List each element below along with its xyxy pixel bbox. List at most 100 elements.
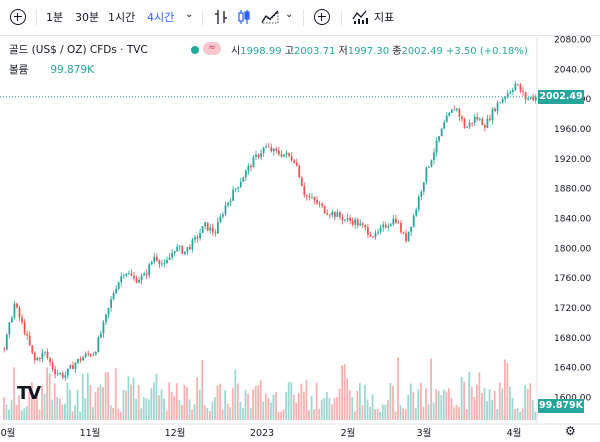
- volume-bar: [175, 383, 178, 420]
- candle-body: [369, 234, 372, 237]
- market-status-dot[interactable]: [191, 46, 199, 54]
- toolbar-divider: [303, 10, 304, 26]
- candle-body: [491, 108, 494, 121]
- volume-bar: [112, 407, 115, 420]
- candle-body: [344, 219, 346, 221]
- candle-body: [229, 200, 232, 203]
- volume-bar: [117, 408, 120, 420]
- volume-bar: [386, 400, 389, 420]
- volume-legend: 볼륨 99.879K: [9, 62, 94, 77]
- candle-body: [331, 211, 334, 216]
- chevron-down-icon[interactable]: ⌄: [285, 9, 294, 20]
- candle-body: [379, 227, 382, 232]
- volume-bar: [414, 408, 417, 420]
- candle-body: [333, 211, 336, 217]
- volume-bar: [262, 401, 265, 420]
- candle-body: [328, 214, 331, 216]
- volume-bar: [328, 398, 331, 420]
- volume-bar: [193, 404, 196, 420]
- candle-body: [534, 97, 537, 101]
- candle-body: [283, 154, 285, 157]
- candle-body: [272, 148, 275, 152]
- volume-bar: [183, 384, 186, 420]
- candle-body: [260, 153, 262, 157]
- volume-bar: [320, 399, 323, 420]
- candle-body: [400, 222, 402, 233]
- interval-4h-button[interactable]: 4시간: [147, 11, 175, 24]
- volume-bar: [242, 408, 244, 420]
- volume-bar: [481, 392, 483, 420]
- candle-body: [82, 357, 84, 361]
- volume-bar: [43, 393, 46, 420]
- add-symbol-icon[interactable]: [10, 9, 26, 25]
- toolbar-divider: [341, 10, 342, 26]
- volume-bar: [33, 395, 36, 420]
- chevron-down-icon[interactable]: ⌄: [185, 9, 194, 20]
- candle-body: [384, 224, 387, 228]
- volume-bar: [249, 407, 252, 420]
- volume-bar: [196, 377, 199, 420]
- volume-bar: [381, 404, 384, 420]
- volume-bar: [64, 403, 66, 420]
- volume-bar: [412, 392, 415, 420]
- gear-icon[interactable]: ⚙: [565, 424, 576, 438]
- candle-body: [181, 246, 184, 254]
- area-chart-icon[interactable]: [261, 10, 279, 24]
- compare-plus-icon[interactable]: [314, 9, 330, 25]
- candle-body: [270, 147, 273, 152]
- time-tick-label: 12월: [165, 427, 186, 439]
- volume-bar: [308, 410, 310, 420]
- candle-body: [316, 200, 318, 204]
- interval-1h-button[interactable]: 1시간: [108, 11, 136, 24]
- candle-body: [100, 333, 102, 338]
- volume-bar: [404, 409, 407, 420]
- candle-body: [262, 147, 265, 154]
- bar-chart-icon[interactable]: [214, 9, 228, 25]
- volume-bar: [142, 397, 145, 420]
- candle-body: [219, 216, 222, 222]
- candle-body: [529, 97, 532, 99]
- symbol-title[interactable]: 골드 (US$ / OZ) CFDs · TVC: [9, 44, 148, 56]
- candle-body: [186, 247, 189, 252]
- price-tick-label: 1960.00: [554, 125, 591, 135]
- candle-body: [125, 273, 128, 276]
- volume-bar: [359, 383, 361, 420]
- volume-bar: [448, 388, 450, 420]
- indicators-icon[interactable]: [352, 9, 370, 25]
- candle-body: [468, 122, 471, 127]
- candle-body: [94, 351, 97, 355]
- candle-body: [130, 273, 133, 276]
- tradingview-logo[interactable]: TV: [17, 383, 41, 404]
- candle-body: [54, 369, 57, 375]
- candle-body: [377, 231, 379, 233]
- price-tick-label: 2040.00: [554, 65, 591, 75]
- candle-body: [122, 275, 125, 277]
- candle-body: [59, 373, 62, 374]
- volume-bar: [84, 398, 87, 420]
- volume-bar: [158, 395, 160, 420]
- volume-bar: [236, 383, 239, 420]
- volume-bar: [58, 398, 61, 420]
- candle-body: [494, 108, 496, 111]
- candlestick-icon[interactable]: [237, 9, 251, 25]
- volume-bar: [239, 401, 242, 420]
- price-chart[interactable]: 2080.002040.002000.001960.001920.001880.…: [0, 36, 600, 442]
- candle-body: [476, 116, 479, 120]
- candle-body: [450, 109, 453, 113]
- volume-bar: [503, 359, 506, 420]
- candle-body: [5, 334, 8, 350]
- candle-body: [110, 299, 112, 308]
- candle-body: [41, 352, 44, 359]
- volume-bar: [397, 357, 399, 420]
- candle-body: [532, 97, 535, 101]
- volume-bar: [160, 389, 163, 420]
- settings-badge[interactable]: ≈: [203, 42, 221, 55]
- volume-label[interactable]: 볼륨: [9, 64, 29, 76]
- volume-bar: [147, 399, 150, 420]
- interval-1m-button[interactable]: 1분: [46, 11, 64, 24]
- indicators-button[interactable]: 지표: [374, 11, 395, 24]
- candle-body: [356, 219, 359, 226]
- volume-bar: [99, 384, 102, 420]
- candle-body: [8, 322, 11, 335]
- interval-30m-button[interactable]: 30분: [75, 11, 100, 24]
